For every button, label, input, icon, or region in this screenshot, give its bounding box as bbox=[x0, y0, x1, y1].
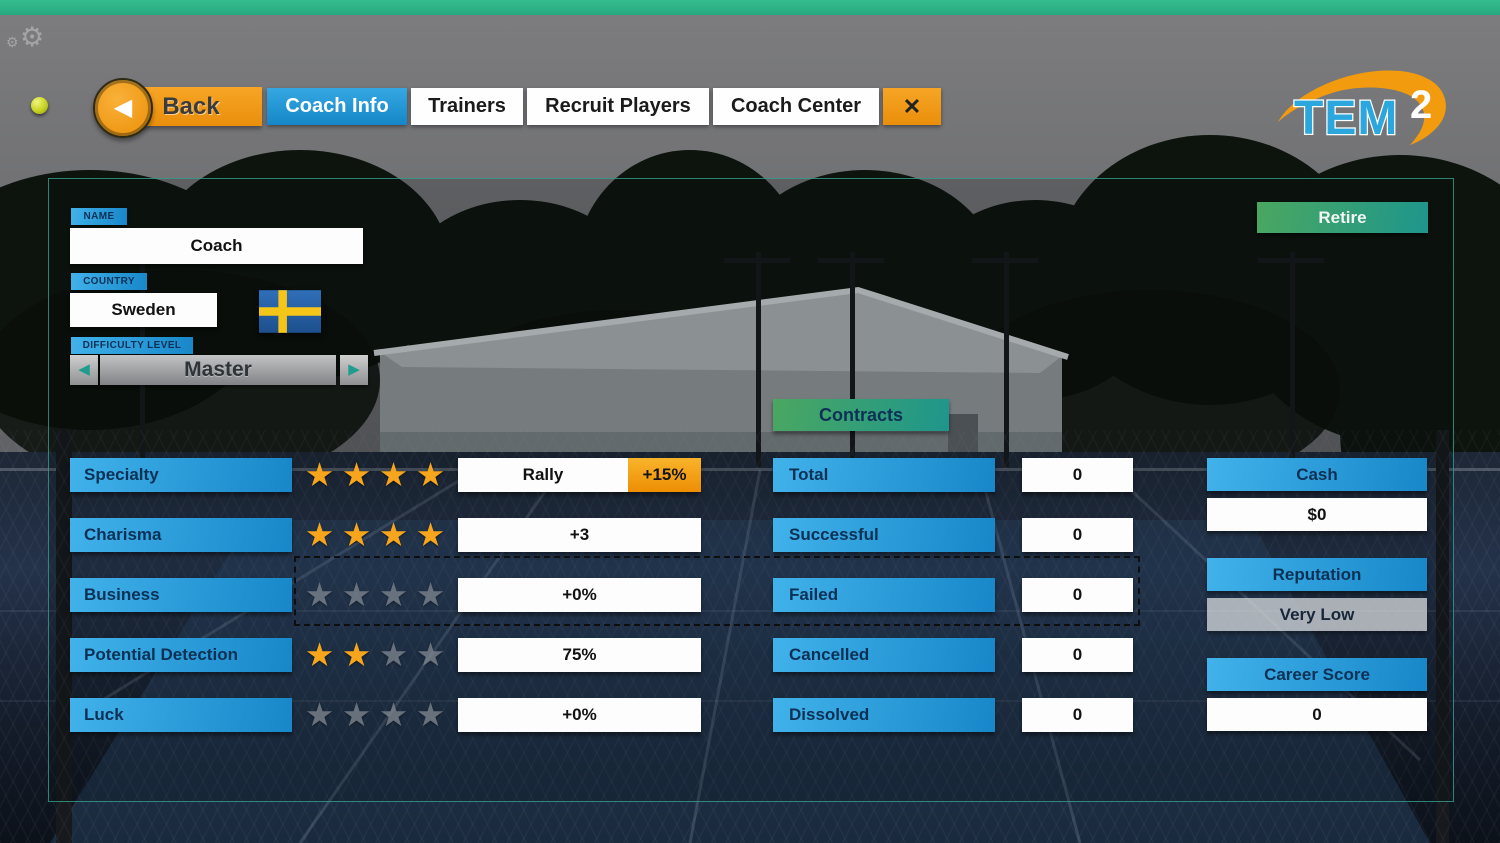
star-icon: ★ bbox=[341, 576, 372, 613]
gear-icon: ⚙ bbox=[20, 22, 45, 52]
contract-label: Dissolved bbox=[773, 698, 995, 732]
cash-label: Cash bbox=[1207, 458, 1427, 491]
difficulty-label: DIFFICULTY LEVEL bbox=[71, 337, 193, 354]
star-icon: ★ bbox=[415, 516, 446, 553]
star-icon: ★ bbox=[378, 696, 409, 733]
stat-value: +0% bbox=[458, 698, 701, 732]
star-icon: ★ bbox=[415, 696, 446, 733]
gear-icon: ⚙ bbox=[6, 34, 19, 50]
country-label: COUNTRY bbox=[71, 273, 147, 290]
star-icon: ★ bbox=[304, 636, 335, 673]
cash-value: $0 bbox=[1207, 498, 1427, 531]
difficulty-next-button[interactable]: ▶ bbox=[340, 355, 368, 385]
tab-trainers[interactable]: Trainers bbox=[411, 88, 523, 125]
table-row: Specialty ★ ★ ★ ★ Rally +15% Total 0 bbox=[0, 458, 1500, 492]
country-field[interactable]: Sweden bbox=[70, 293, 217, 327]
table-row: Potential Detection ★ ★ ★ ★ 75% Cancelled 0 bbox=[0, 638, 1500, 672]
retire-button[interactable]: Retire bbox=[1257, 202, 1428, 233]
stat-value: Rally +15% bbox=[458, 458, 701, 492]
name-field[interactable]: Coach bbox=[70, 228, 363, 264]
reputation-label: Reputation bbox=[1207, 558, 1427, 591]
star-icon: ★ bbox=[378, 576, 409, 613]
tab-recruit-players[interactable]: Recruit Players bbox=[527, 88, 709, 125]
tab-coach-info[interactable]: Coach Info bbox=[267, 88, 407, 125]
stat-value: +3 bbox=[458, 518, 701, 552]
stat-label: Luck bbox=[70, 698, 292, 732]
contract-label: Successful bbox=[773, 518, 995, 552]
star-icon: ★ bbox=[415, 456, 446, 493]
contract-value: 0 bbox=[1022, 698, 1133, 732]
stat-label: Charisma bbox=[70, 518, 292, 552]
contract-label: Cancelled bbox=[773, 638, 995, 672]
stat-value: +0% bbox=[458, 578, 701, 612]
star-icon: ★ bbox=[378, 456, 409, 493]
chevron-left-icon: ◀ bbox=[78, 361, 90, 378]
contract-value: 0 bbox=[1022, 578, 1133, 612]
tennis-ball-icon bbox=[31, 97, 48, 114]
tab-coach-center[interactable]: Coach Center bbox=[713, 88, 879, 125]
sweden-flag bbox=[259, 290, 321, 333]
difficulty-value: Master bbox=[100, 355, 336, 385]
contract-value: 0 bbox=[1022, 458, 1133, 492]
star-icon: ★ bbox=[304, 456, 335, 493]
star-icon: ★ bbox=[341, 696, 372, 733]
star-icon: ★ bbox=[304, 576, 335, 613]
close-icon[interactable]: ✕ bbox=[883, 88, 941, 125]
contract-label: Total bbox=[773, 458, 995, 492]
star-icon: ★ bbox=[415, 636, 446, 673]
star-rating: ★ ★ ★ ★ bbox=[301, 578, 451, 612]
star-icon: ★ bbox=[341, 456, 372, 493]
back-arrow-icon[interactable]: ◀ bbox=[93, 78, 153, 138]
specialty-value: Rally bbox=[522, 465, 564, 484]
contract-value: 0 bbox=[1022, 518, 1133, 552]
logo-superscript: 2 bbox=[1410, 83, 1432, 127]
name-label: NAME bbox=[71, 208, 127, 225]
star-icon: ★ bbox=[415, 576, 446, 613]
difficulty-prev-button[interactable]: ◀ bbox=[70, 355, 98, 385]
star-icon: ★ bbox=[378, 516, 409, 553]
star-rating: ★ ★ ★ ★ bbox=[301, 518, 451, 552]
stat-label: Business bbox=[70, 578, 292, 612]
tem2-logo: TEM 2 bbox=[1278, 70, 1446, 146]
contract-label: Failed bbox=[773, 578, 995, 612]
star-icon: ★ bbox=[341, 516, 372, 553]
logo-text: TEM bbox=[1294, 92, 1398, 145]
table-row: Charisma ★ ★ ★ ★ +3 Successful 0 bbox=[0, 518, 1500, 552]
career-score-label: Career Score bbox=[1207, 658, 1427, 691]
star-icon: ★ bbox=[341, 636, 372, 673]
stat-label: Specialty bbox=[70, 458, 292, 492]
star-rating: ★ ★ ★ ★ bbox=[301, 638, 451, 672]
stat-value: 75% bbox=[458, 638, 701, 672]
table-row: Luck ★ ★ ★ ★ +0% Dissolved 0 bbox=[0, 698, 1500, 732]
star-icon: ★ bbox=[304, 696, 335, 733]
top-green-strip bbox=[0, 0, 1500, 15]
stat-label: Potential Detection bbox=[70, 638, 292, 672]
star-icon: ★ bbox=[304, 516, 335, 553]
chevron-right-icon: ▶ bbox=[348, 361, 360, 378]
star-rating: ★ ★ ★ ★ bbox=[301, 458, 451, 492]
star-rating: ★ ★ ★ ★ bbox=[301, 698, 451, 732]
reputation-value: Very Low bbox=[1207, 598, 1427, 631]
career-score-value: 0 bbox=[1207, 698, 1427, 731]
contracts-title: Contracts bbox=[773, 399, 949, 431]
star-icon: ★ bbox=[378, 636, 409, 673]
specialty-bonus-badge: +15% bbox=[628, 458, 701, 492]
table-row: Business ★ ★ ★ ★ +0% Failed 0 bbox=[0, 578, 1500, 612]
contract-value: 0 bbox=[1022, 638, 1133, 672]
